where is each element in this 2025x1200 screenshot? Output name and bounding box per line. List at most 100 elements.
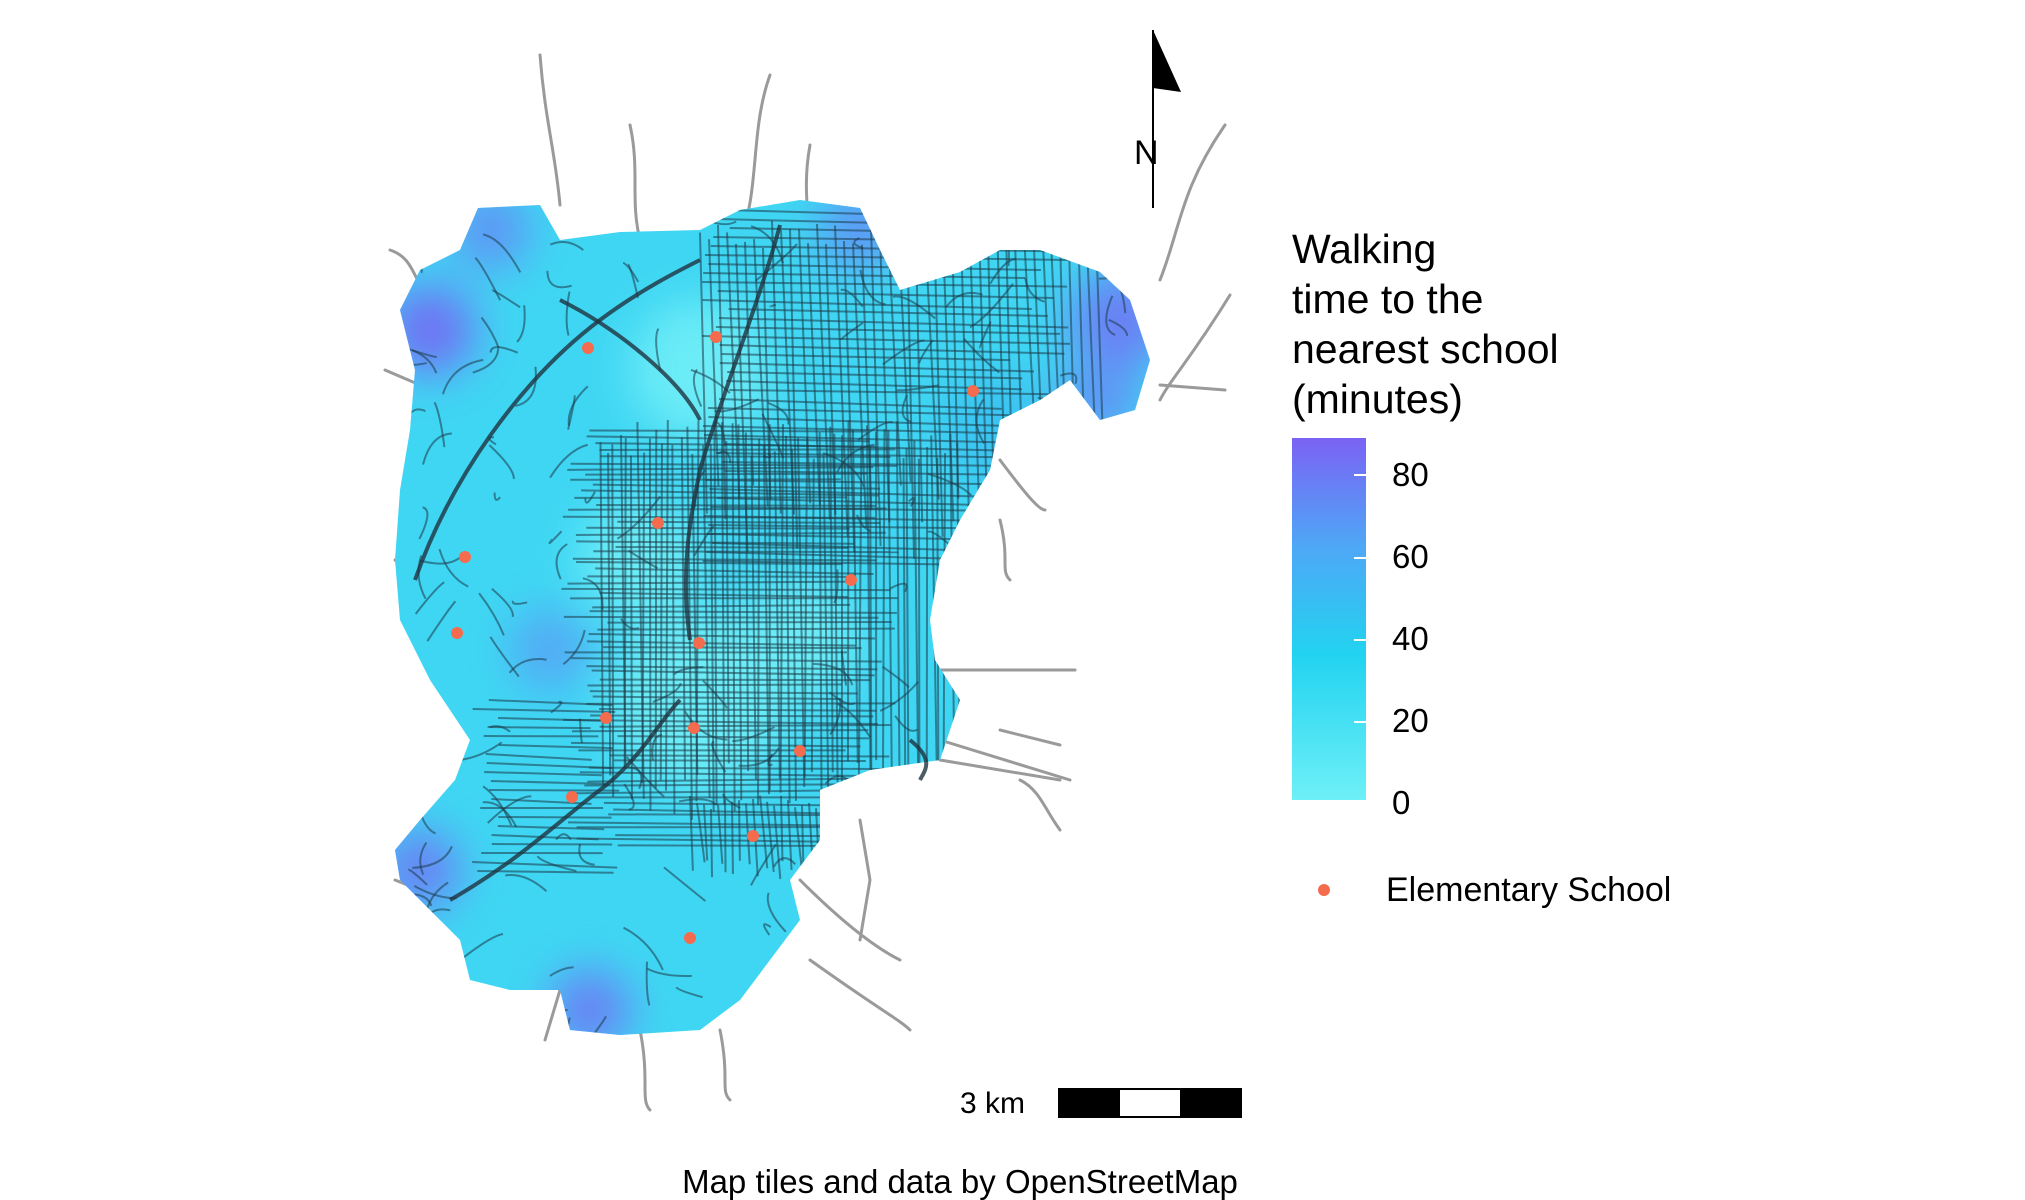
road-segment <box>785 435 791 803</box>
road-segment <box>763 923 772 936</box>
road-segment <box>563 718 878 725</box>
road-segment <box>993 810 1017 848</box>
road-segment <box>567 385 589 426</box>
road-segment <box>1059 372 1078 385</box>
road-segment <box>963 338 1000 374</box>
scale-bar-segment <box>1120 1090 1180 1116</box>
road-segment <box>711 740 727 773</box>
road-segment <box>942 238 955 522</box>
road-segment <box>840 650 848 686</box>
road-segment <box>491 587 514 618</box>
road-segment <box>438 548 469 588</box>
road-segment <box>773 805 782 880</box>
road-segment <box>780 230 795 515</box>
road-segment <box>861 244 873 511</box>
road-segment <box>892 295 936 320</box>
road-segment <box>750 455 757 780</box>
road-segment <box>936 457 940 820</box>
road-segment <box>900 831 906 849</box>
road-segment <box>779 424 785 793</box>
road-segment <box>1048 880 1068 907</box>
road-segment <box>590 714 874 718</box>
road-segment <box>717 804 724 864</box>
road-segment <box>957 534 984 566</box>
road-segment <box>981 788 1013 832</box>
road-segment <box>1129 897 1139 923</box>
road-segment <box>856 514 871 532</box>
road-segment <box>766 892 787 933</box>
road-segment <box>1158 474 1185 501</box>
road-segment <box>1108 527 1138 537</box>
road-segment <box>395 935 417 955</box>
road-segment <box>607 621 892 624</box>
road-segment <box>759 795 769 869</box>
road-segment <box>648 438 652 811</box>
road-segment <box>1048 200 1081 213</box>
road-segment <box>562 629 586 666</box>
road-segment <box>654 429 658 789</box>
road-segment <box>993 479 1004 495</box>
road-segment <box>870 227 882 547</box>
colorbar-tickmark <box>1354 721 1366 723</box>
road-segment <box>889 582 908 593</box>
road-segment <box>673 666 704 676</box>
road-segment <box>702 445 711 798</box>
legend-title-line: Walking <box>1292 226 1437 272</box>
colorbar-tick-label: 20 <box>1392 702 1429 739</box>
road-segment <box>422 432 452 465</box>
road-segment <box>970 816 1003 847</box>
road-segment <box>816 223 831 520</box>
road-segment <box>807 243 821 505</box>
road-segment <box>493 492 501 501</box>
road-segment <box>587 777 867 783</box>
road-segment <box>575 561 843 566</box>
road-segment <box>462 932 504 959</box>
road-segment <box>813 662 854 686</box>
road-segment <box>474 256 502 301</box>
road-segment <box>567 789 857 795</box>
road-segment <box>567 580 853 585</box>
road-segment <box>833 569 839 604</box>
school-marker <box>451 627 463 639</box>
road-network <box>395 200 1185 1035</box>
road-segment <box>888 248 902 486</box>
road-segment <box>894 715 919 732</box>
road-segment <box>646 967 692 978</box>
road-segment <box>1100 998 1143 1035</box>
road-segment <box>516 305 526 343</box>
road-segment <box>511 600 528 605</box>
road-segment <box>599 708 877 712</box>
road-segment <box>899 1025 921 1035</box>
colorbar-tickmark <box>1354 639 1366 641</box>
road-segment <box>750 843 777 886</box>
road-segment <box>482 233 522 273</box>
road-segment <box>592 483 881 490</box>
road-segment <box>433 401 446 448</box>
school-marker <box>566 791 578 803</box>
road-segment <box>491 289 521 309</box>
road-segment <box>584 491 596 504</box>
road-segment <box>589 429 867 433</box>
road-segment <box>766 801 775 873</box>
road-segment <box>789 228 799 549</box>
road-segment <box>655 328 662 372</box>
road-segment <box>627 549 659 570</box>
road-segment <box>1095 605 1121 626</box>
road-segment <box>414 581 445 615</box>
road-segment <box>822 809 826 864</box>
road-segment <box>641 452 646 784</box>
road-segment <box>810 458 815 773</box>
road-segment <box>952 954 986 962</box>
legend-title-line: (minutes) <box>1292 376 1463 422</box>
road-segment <box>491 798 592 805</box>
road-segment <box>780 795 784 862</box>
school-marker <box>688 722 700 734</box>
road-segment <box>536 855 577 873</box>
north-arrow <box>1152 30 1181 208</box>
school-marker <box>652 517 664 529</box>
school-marker <box>600 712 612 724</box>
road-segment <box>417 718 439 743</box>
road-segment <box>599 448 896 451</box>
road-segment <box>777 943 794 986</box>
road-segment <box>721 793 741 809</box>
